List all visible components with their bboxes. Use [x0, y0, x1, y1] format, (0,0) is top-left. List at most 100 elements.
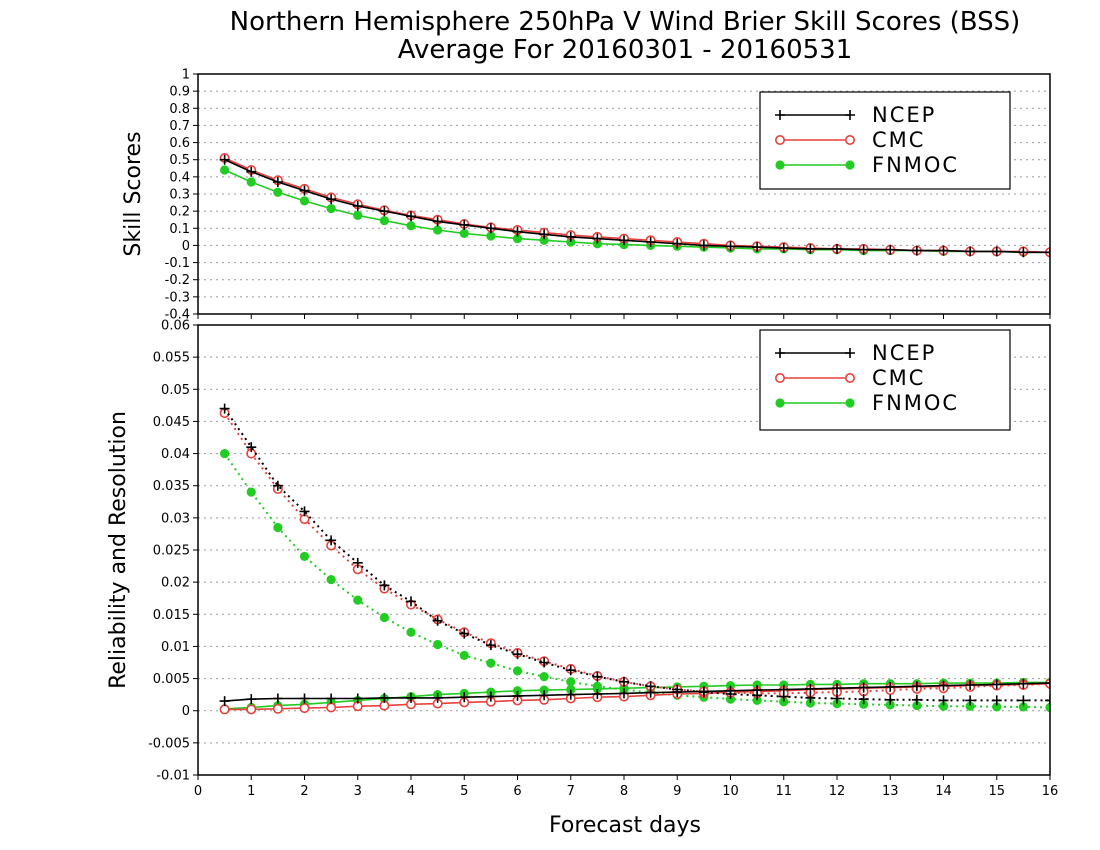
data-point	[991, 695, 1002, 706]
data-point	[991, 679, 1002, 690]
data-point	[272, 480, 283, 491]
data-point	[299, 693, 310, 704]
data-point	[326, 194, 337, 205]
y-tick-label: 0.01	[161, 640, 190, 655]
data-point	[433, 639, 443, 650]
data-point	[566, 237, 576, 247]
x-tick-label: 4	[407, 784, 415, 799]
data-point	[938, 245, 949, 256]
data-point	[592, 239, 602, 249]
chart-subtitle: Average For 20160301 - 20160531	[398, 35, 853, 65]
data-point	[619, 235, 629, 246]
data-point	[1045, 702, 1050, 713]
data-point	[220, 165, 230, 175]
data-point	[353, 595, 363, 605]
data-point	[326, 702, 337, 713]
series-line	[223, 453, 1050, 709]
data-point	[219, 704, 230, 715]
data-point	[486, 231, 496, 241]
legend-marker	[845, 110, 855, 120]
series-fnmoc-reliability	[220, 448, 1050, 713]
data-point	[512, 666, 523, 676]
legend-label: FNMOC	[872, 153, 959, 177]
data-point	[512, 686, 523, 696]
data-point	[459, 219, 470, 230]
data-point	[619, 676, 629, 687]
data-point	[752, 695, 762, 706]
x-tick-label: 5	[460, 784, 468, 799]
data-point	[858, 244, 869, 255]
data-point	[938, 701, 949, 711]
data-point	[566, 677, 576, 687]
plot-frame	[197, 73, 1051, 315]
legend-marker	[775, 398, 785, 408]
x-tick-label: 1	[247, 784, 255, 799]
data-point	[326, 693, 337, 704]
data-point	[1018, 247, 1029, 258]
legend-item-fnmoc: FNMOC	[775, 153, 959, 177]
x-tick-label: 16	[1042, 784, 1059, 799]
data-point	[805, 243, 816, 254]
legend-item-ncep: NCEP	[775, 103, 934, 127]
legend-marker	[844, 135, 855, 146]
y-tick-label: -0.2	[165, 273, 190, 288]
data-point	[805, 692, 816, 703]
data-point	[1045, 695, 1050, 706]
y-tick-label: 0.015	[153, 608, 190, 623]
data-point	[965, 246, 976, 257]
data-point	[725, 689, 736, 699]
reliability-resolution-panel: -0.01 -0.005 0 0.005 0.01 0.015 0.02 0.025 0.03 0…	[106, 319, 1058, 800]
data-point	[592, 681, 602, 691]
data-point	[779, 697, 789, 707]
series-line	[224, 682, 1050, 702]
x-axis-label: Forecast days	[549, 813, 701, 838]
data-point	[566, 684, 576, 695]
data-point	[406, 596, 416, 607]
legend-label: FNMOC	[872, 391, 959, 415]
data-point	[379, 612, 389, 623]
data-point	[326, 203, 336, 214]
data-point	[539, 690, 550, 701]
data-point	[645, 681, 656, 692]
x-tick-label: 15	[988, 784, 1005, 799]
x-tick-label: 12	[829, 784, 846, 799]
y-tick-label: 0.025	[153, 544, 190, 559]
data-point	[246, 442, 257, 453]
data-point	[485, 691, 496, 702]
data-point	[965, 695, 976, 706]
data-point	[752, 242, 763, 253]
y-tick-label: -0.1	[165, 256, 190, 271]
y-tick-label: 0.02	[161, 576, 190, 591]
data-point	[911, 681, 922, 692]
data-point	[406, 692, 416, 703]
data-point	[565, 665, 576, 676]
data-point	[379, 580, 390, 591]
skill-scores-panel: -0.4 -0.3 -0.2 -0.1 0 0.1 0.2 0.3 0.4 0.5 0.6 0.7 0.…	[121, 68, 1051, 323]
data-point	[486, 658, 496, 668]
series-line	[223, 408, 1050, 702]
data-point	[832, 683, 842, 694]
data-point	[672, 684, 683, 695]
data-point	[273, 187, 283, 197]
legend-marker	[775, 110, 785, 120]
data-point	[272, 693, 283, 704]
legend-item-fnmoc: FNMOC	[775, 391, 959, 415]
x-tick-label: 14	[935, 784, 952, 799]
data-point	[220, 448, 230, 459]
data-point	[912, 700, 922, 711]
x-tick-label: 0	[194, 784, 202, 799]
data-point	[512, 226, 523, 237]
legend-marker	[774, 372, 785, 383]
data-point	[832, 243, 842, 254]
y-tick-label: 0.2	[169, 205, 190, 220]
data-point	[859, 699, 869, 709]
legend-marker	[775, 348, 785, 358]
data-point	[246, 694, 257, 705]
data-point	[459, 692, 470, 703]
y-tick-label: 0.5	[169, 153, 190, 168]
data-point	[539, 685, 549, 695]
x-tick-label: 2	[300, 784, 308, 799]
y-tick-label: 0.1	[169, 222, 190, 237]
